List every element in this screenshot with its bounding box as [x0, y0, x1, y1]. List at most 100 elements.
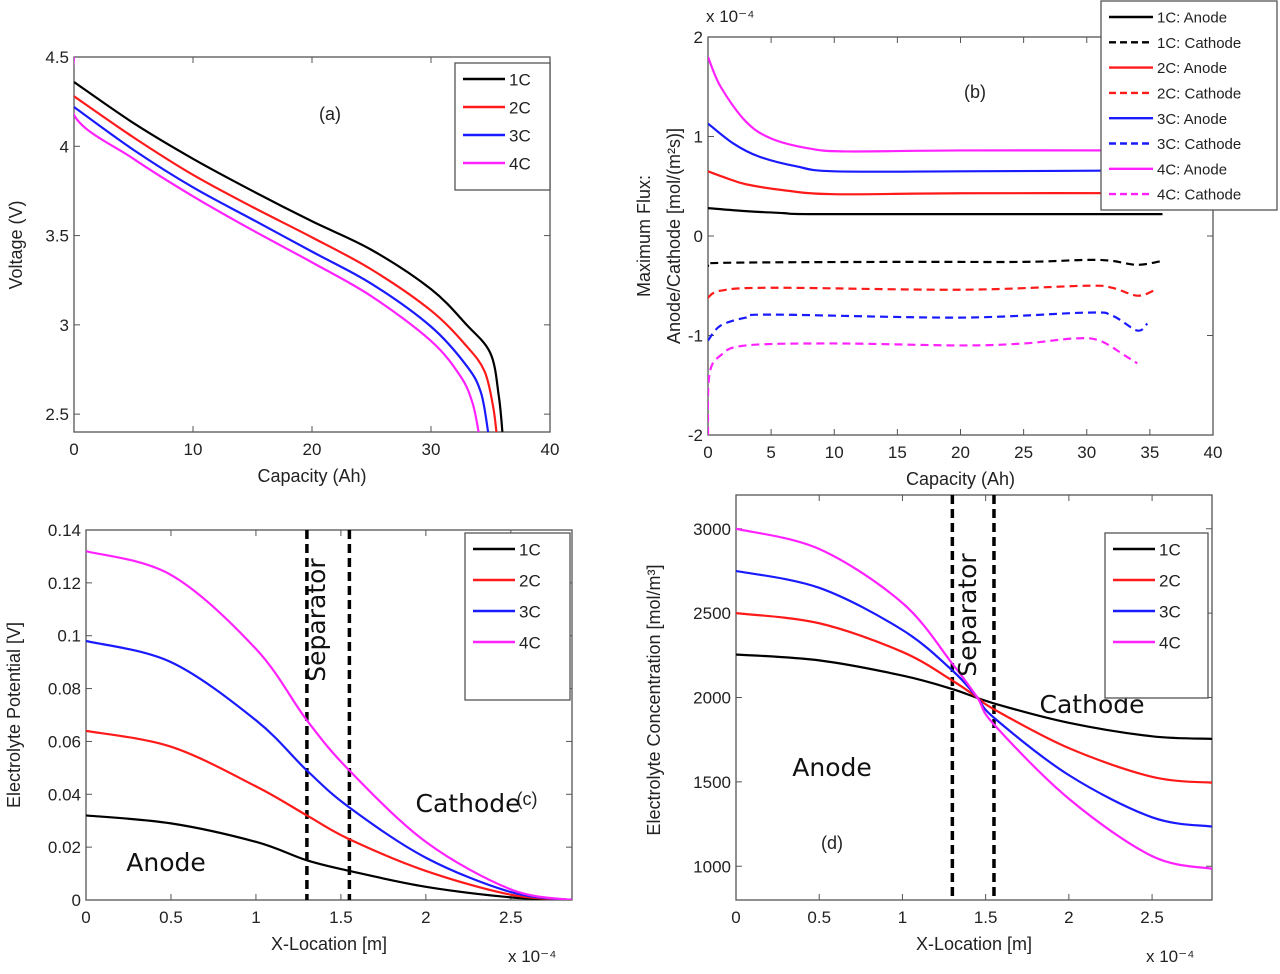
annotation-c: (c) — [517, 789, 538, 809]
x-tick-label: 15 — [888, 443, 907, 462]
annotation-anode: Anode — [126, 848, 206, 877]
series-line-4c-cathode — [708, 337, 1138, 435]
x-tick-label: 2 — [1064, 908, 1073, 927]
x-tick-label: 0.5 — [159, 908, 183, 927]
y-axis-label: Electrolyte Concentration [mol/m³] — [644, 564, 664, 835]
y-axis-label: Maximum Flux: — [634, 175, 654, 297]
x-tick-label: 5 — [766, 443, 775, 462]
legend-label: 4C: Cathode — [1157, 187, 1241, 204]
x-tick-label: 0.5 — [807, 908, 831, 927]
y-tick-label: 1500 — [693, 773, 731, 792]
series-line-1c — [74, 81, 504, 432]
annotation-separator: Separator — [302, 558, 331, 682]
x-tick-label: 1 — [898, 908, 907, 927]
series-line-2c-cathode — [708, 284, 1155, 299]
x-tick-label: 1.5 — [329, 908, 353, 927]
legend: 1C 2C 3C 4C — [464, 532, 571, 701]
x-scale-label: x 10⁻⁴ — [1146, 947, 1194, 966]
legend-label: 2C: Cathode — [1157, 85, 1241, 102]
x-tick-label: 10 — [825, 443, 844, 462]
y-tick-label: 0.08 — [48, 680, 81, 699]
y-tick-label: 0.1 — [57, 627, 81, 646]
x-tick-label: 0 — [731, 908, 740, 927]
x-tick-label: 0 — [81, 908, 90, 927]
legend-label: 1C — [1159, 540, 1181, 559]
x-tick-label: 40 — [1204, 443, 1223, 462]
legend: 1C 2C 3C 4C — [1104, 532, 1209, 699]
annotation-b: (b) — [964, 82, 986, 102]
x-tick-label: 0 — [703, 443, 712, 462]
series-line-1c-cathode — [708, 258, 1163, 267]
legend-label: 2C: Anode — [1157, 60, 1227, 77]
panel-c: 0 0.5 1 1.5 2 2.5 0 0.02 0.04 0.06 0.08 0.1 0.12 0.14… — [4, 521, 573, 966]
y-tick-label: 2000 — [693, 689, 731, 708]
y-tick-label: -1 — [688, 327, 703, 346]
legend-label: 2C — [519, 571, 541, 590]
x-tick-label: 40 — [541, 440, 560, 459]
y-tick-label: 4 — [60, 137, 69, 156]
panel-b: 0 5 10 15 20 25 30 35 40 -2 -1 0 1 2 Capacity (Ah) Maxi… — [634, 0, 1278, 489]
legend-label: 3C — [519, 602, 541, 621]
legend-label: 1C — [519, 540, 541, 559]
series-line-1c — [736, 653, 1212, 740]
y-tick-label: -2 — [688, 426, 703, 445]
x-axis-label: X-Location [m] — [916, 934, 1032, 954]
y-tick-label: 0.02 — [48, 838, 81, 857]
y-tick-label: 1000 — [693, 857, 731, 876]
annotation-a: (a) — [319, 104, 341, 124]
y-tick-label: 3000 — [693, 520, 731, 539]
y-tick-label: 2500 — [693, 604, 731, 623]
legend: 1C 2C 3C 4C — [454, 62, 551, 191]
series-line-2c — [74, 95, 498, 432]
x-axis-label: X-Location [m] — [271, 934, 387, 954]
legend-label: 2C — [1159, 571, 1181, 590]
legend-label: 1C: Cathode — [1157, 35, 1241, 52]
y-tick-label: 0 — [694, 227, 703, 246]
annotation-separator: Separator — [953, 553, 982, 677]
annotation-d: (d) — [821, 833, 843, 853]
legend-box — [1100, 0, 1278, 211]
series-line-1c — [86, 814, 572, 900]
x-tick-label: 2 — [421, 908, 430, 927]
legend-box — [464, 532, 571, 701]
x-tick-label: 10 — [184, 440, 203, 459]
x-tick-label: 20 — [951, 443, 970, 462]
x-tick-label: 1.5 — [974, 908, 998, 927]
legend-label: 4C — [509, 154, 531, 173]
series-line-4c — [74, 57, 480, 432]
y-tick-label: 3 — [60, 316, 69, 335]
y-tick-label: 2.5 — [45, 405, 69, 424]
series-line-3c-anode — [708, 122, 1163, 173]
y-axis-label: Electrolyte Potential [V] — [4, 622, 24, 808]
y-tick-label: 0 — [72, 891, 81, 910]
legend-label: 1C — [509, 70, 531, 89]
series-line-4c-anode — [708, 56, 1163, 153]
series-line-4c — [86, 550, 572, 900]
legend-box — [454, 62, 551, 191]
x-tick-label: 2.5 — [499, 908, 523, 927]
y-tick-label: 1 — [694, 128, 703, 147]
series-line-4c — [736, 527, 1212, 870]
legend: 1C: Anode 1C: Cathode 2C: Anode 2C: Cathode… — [1100, 0, 1278, 211]
series-line-3c-cathode — [708, 311, 1149, 342]
legend-label: 3C: Anode — [1157, 111, 1227, 128]
x-tick-label: 0 — [69, 440, 78, 459]
legend-label: 1C: Anode — [1157, 10, 1227, 27]
x-scale-label: x 10⁻⁴ — [508, 947, 556, 966]
series-line-3c — [74, 106, 490, 432]
legend-label: 4C: Anode — [1157, 161, 1227, 178]
legend-label: 4C — [519, 633, 541, 652]
panel-a: 0 10 20 30 40 2.5 3 3.5 4 4.5 Capacity (Ah) Voltage… — [6, 48, 559, 486]
y-tick-label: 0.06 — [48, 732, 81, 751]
y-tick-label: 0.14 — [48, 521, 81, 540]
annotation-cathode: Cathode — [416, 789, 521, 818]
legend-label: 2C — [509, 98, 531, 117]
y-tick-label: 2 — [694, 28, 703, 47]
series-line-2c — [86, 729, 572, 900]
legend-label: 4C — [1159, 633, 1181, 652]
y-axis-label: Voltage (V) — [6, 200, 26, 289]
y-tick-label: 3.5 — [45, 227, 69, 246]
x-tick-label: 30 — [1077, 443, 1096, 462]
y-tick-label: 0.12 — [48, 574, 81, 593]
